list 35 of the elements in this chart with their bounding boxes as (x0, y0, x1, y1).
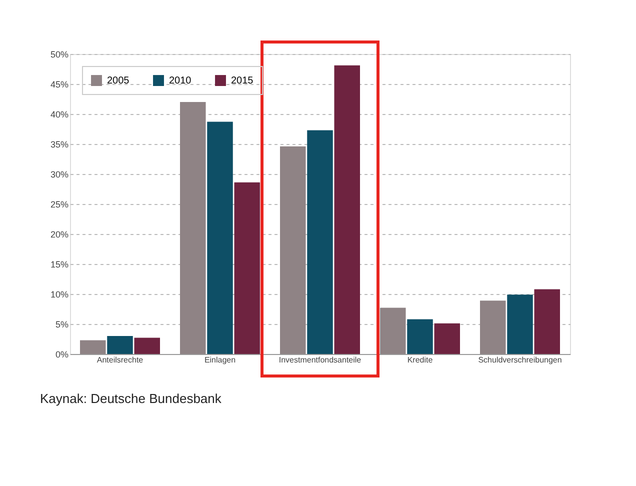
bar (480, 300, 506, 354)
y-tick-label: 45% (50, 80, 68, 90)
x-tick-label: Anteilsrechte (96, 356, 144, 364)
y-tick-label: 35% (50, 140, 68, 150)
bar (534, 289, 560, 354)
bar (307, 130, 333, 354)
bar (134, 338, 160, 354)
bar (407, 319, 433, 354)
y-tick-label: 50% (50, 50, 68, 60)
x-tick-label: Investmentfondsanteile (278, 356, 362, 364)
bar (380, 308, 406, 354)
y-tick-label: 25% (50, 200, 68, 210)
y-tick-label: 10% (50, 290, 68, 300)
x-tick-label: Kredite (407, 356, 434, 364)
y-tick-label: 30% (50, 170, 68, 180)
bar (180, 102, 206, 354)
y-tick-label: 15% (50, 260, 68, 270)
bar (507, 294, 533, 354)
legend-label: 2010 (169, 76, 192, 87)
text: Kaynak: Deutsche Bundesbank (40, 391, 222, 406)
bar (207, 122, 233, 354)
bar (280, 146, 306, 354)
bar (334, 65, 360, 354)
bar (107, 336, 133, 354)
bar (80, 340, 106, 354)
y-tick-label: 20% (50, 230, 68, 240)
bar (434, 323, 460, 354)
bar (234, 182, 260, 354)
legend-label: 2005 (107, 76, 130, 87)
legend-label: 2015 (231, 76, 254, 87)
x-tick-label: Einlagen (204, 356, 236, 364)
y-tick-label: 0% (55, 350, 68, 360)
y-tick-label: 5% (55, 320, 68, 330)
y-tick-label: 40% (50, 110, 68, 120)
x-tick-label: Schuldverschreibungen (478, 356, 562, 364)
